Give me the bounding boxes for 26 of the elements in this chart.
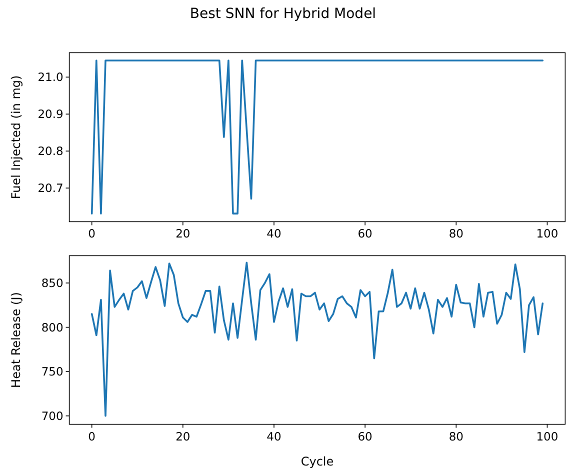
- x-tick-label: 20: [176, 226, 190, 241]
- y-tick-label: 21.0: [38, 70, 64, 84]
- y-axis-title: Heat Release (J): [9, 292, 23, 388]
- x-tick-label: 40: [266, 226, 282, 241]
- x-tick-label: 0: [88, 226, 96, 241]
- x-tick-label: 60: [358, 226, 372, 241]
- y-tick-label: 800: [41, 320, 64, 334]
- x-tick-label: 80: [448, 226, 464, 241]
- x-tick-label: 40: [266, 429, 282, 444]
- x-tick-label: 60: [358, 429, 372, 444]
- chart-title: Best SNN for Hybrid Model: [190, 6, 376, 22]
- y-tick-label: 20.8: [38, 144, 64, 158]
- y-tick-label: 20.7: [38, 181, 64, 196]
- line-series: [90, 60, 544, 214]
- y-tick-label: 750: [41, 364, 64, 379]
- x-tick-label: 100: [536, 226, 558, 241]
- x-tick-label: 0: [88, 429, 96, 444]
- x-tick-label: 80: [448, 429, 464, 444]
- y-tick-label: 20.9: [38, 107, 64, 122]
- x-tick-label: 100: [536, 429, 558, 444]
- x-tick-label: 20: [176, 429, 190, 444]
- y-tick-label: 700: [41, 408, 64, 423]
- y-axis-title: Fuel Injected (in mg): [9, 75, 23, 200]
- y-tick-label: 850: [41, 276, 64, 290]
- x-axis-title: Cycle: [300, 454, 334, 468]
- line-series: [90, 262, 544, 417]
